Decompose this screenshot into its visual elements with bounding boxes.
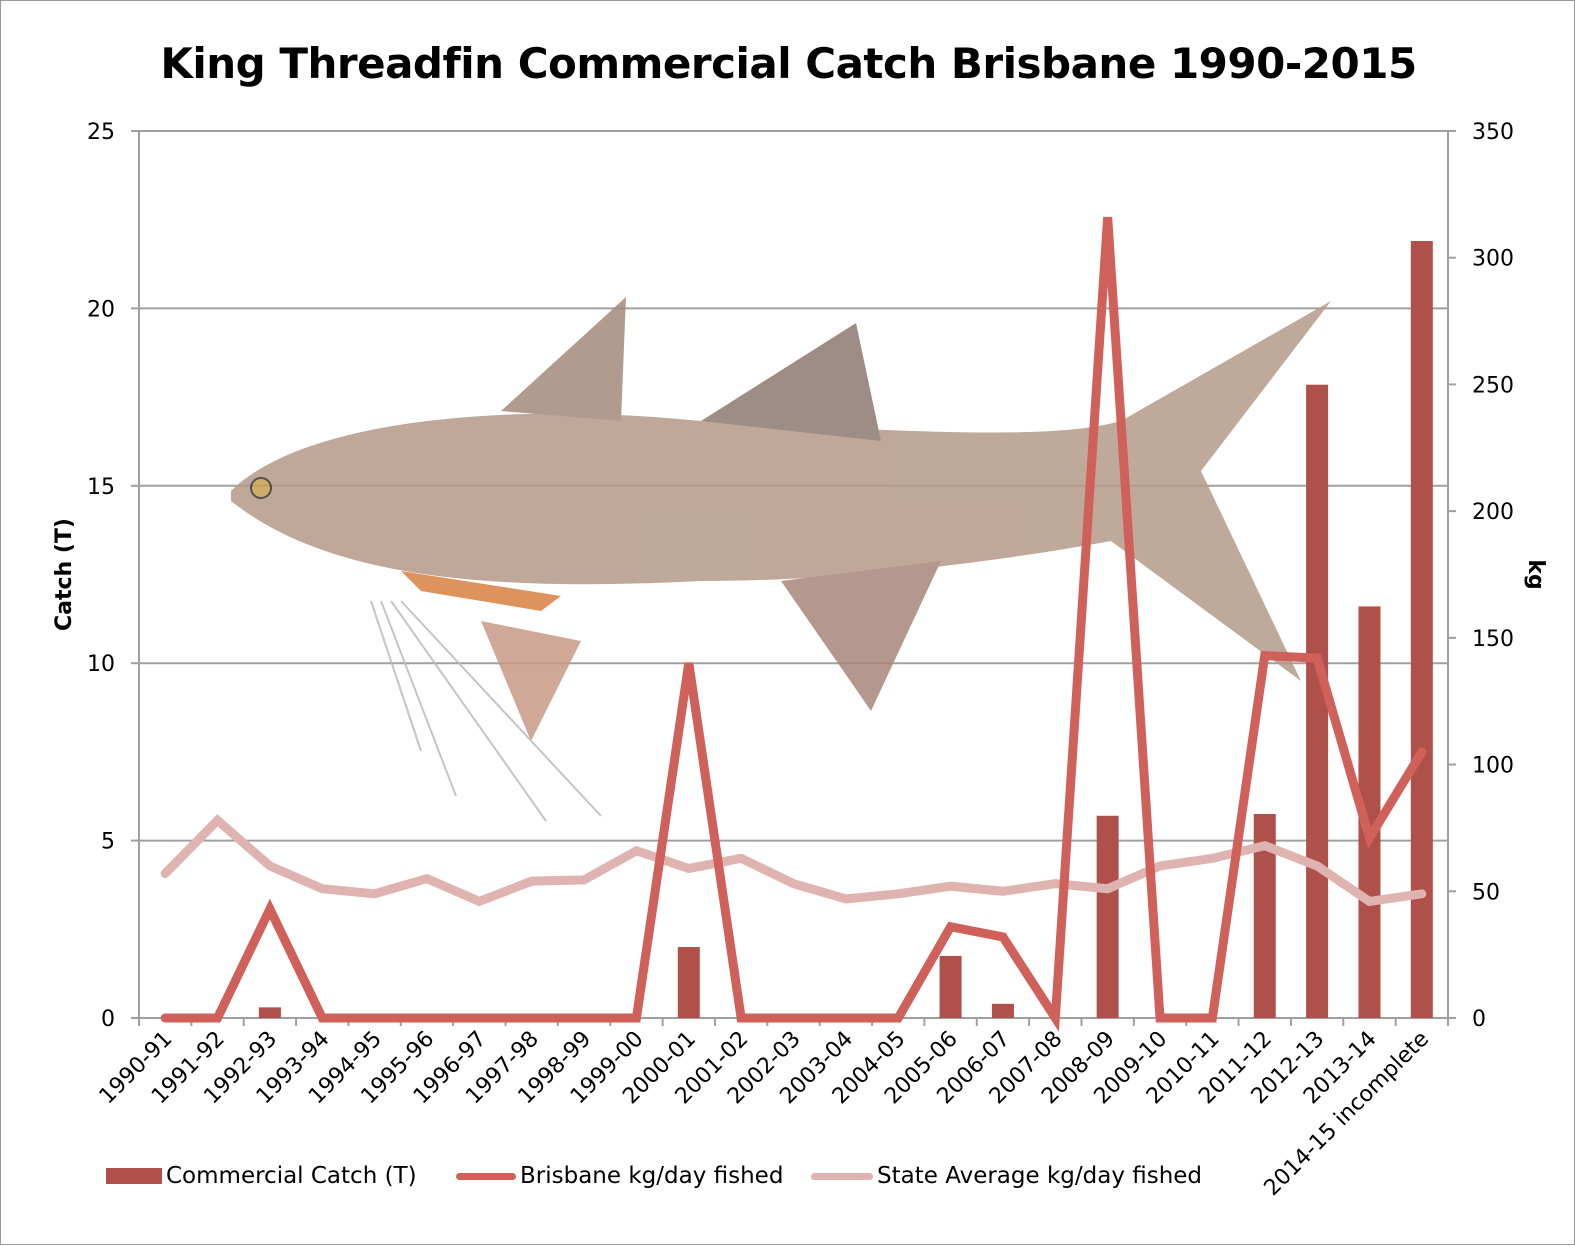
y2-tick-label: 250 [1472, 373, 1514, 398]
bar [1097, 816, 1119, 1018]
y2-tick-label: 100 [1472, 754, 1514, 779]
legend-swatch-bar [106, 1168, 162, 1184]
legend-label: Commercial Catch (T) [166, 1163, 417, 1189]
legend-item-state-average: State Average kg/day fished [811, 1163, 1202, 1189]
y-tick-label: 25 [87, 120, 115, 145]
y-tick-label: 10 [87, 652, 115, 677]
bar [940, 956, 962, 1018]
y2-tick-label: 350 [1472, 120, 1514, 145]
y-tick-label: 0 [101, 1007, 115, 1032]
y2-tick-label: 300 [1472, 247, 1514, 272]
y-tick-label: 15 [87, 475, 115, 500]
y2-tick-label: 150 [1472, 627, 1514, 652]
y2-tick-label: 200 [1472, 500, 1514, 525]
bar [992, 1004, 1014, 1018]
legend-swatch-line [811, 1173, 873, 1180]
legend-label: State Average kg/day fished [877, 1163, 1202, 1189]
bar [1411, 241, 1433, 1018]
legend-label: Brisbane kg/day fished [520, 1163, 783, 1189]
y-tick-label: 5 [101, 830, 115, 855]
legend-swatch-line [456, 1173, 516, 1180]
y-tick-label: 20 [87, 297, 115, 322]
y-axis-title: Catch (T) [52, 518, 77, 631]
bar [678, 947, 700, 1018]
bar [1306, 385, 1328, 1018]
legend-item-brisbane: Brisbane kg/day fished [456, 1163, 783, 1189]
bar [259, 1007, 281, 1018]
y2-tick-label: 50 [1472, 880, 1500, 905]
fish-illustration [231, 297, 1331, 821]
legend-item-commercial-catch: Commercial Catch (T) [106, 1163, 417, 1189]
y2-axis-title: kg [1523, 559, 1548, 589]
y2-tick-label: 0 [1472, 1007, 1486, 1032]
